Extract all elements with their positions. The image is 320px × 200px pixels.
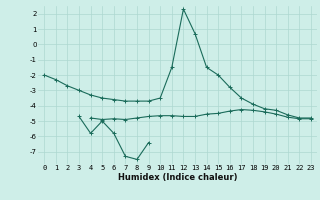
- X-axis label: Humidex (Indice chaleur): Humidex (Indice chaleur): [118, 173, 237, 182]
